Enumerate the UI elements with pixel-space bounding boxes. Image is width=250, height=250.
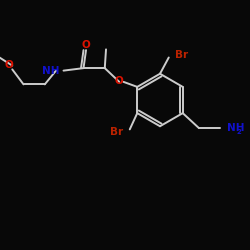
Text: NH: NH [42, 66, 60, 76]
Text: O: O [115, 76, 124, 86]
Text: NH: NH [227, 123, 245, 133]
Text: Br: Br [176, 50, 189, 60]
Text: O: O [4, 60, 13, 70]
Text: Br: Br [110, 127, 123, 137]
Text: 2: 2 [237, 130, 242, 136]
Text: O: O [82, 40, 90, 50]
